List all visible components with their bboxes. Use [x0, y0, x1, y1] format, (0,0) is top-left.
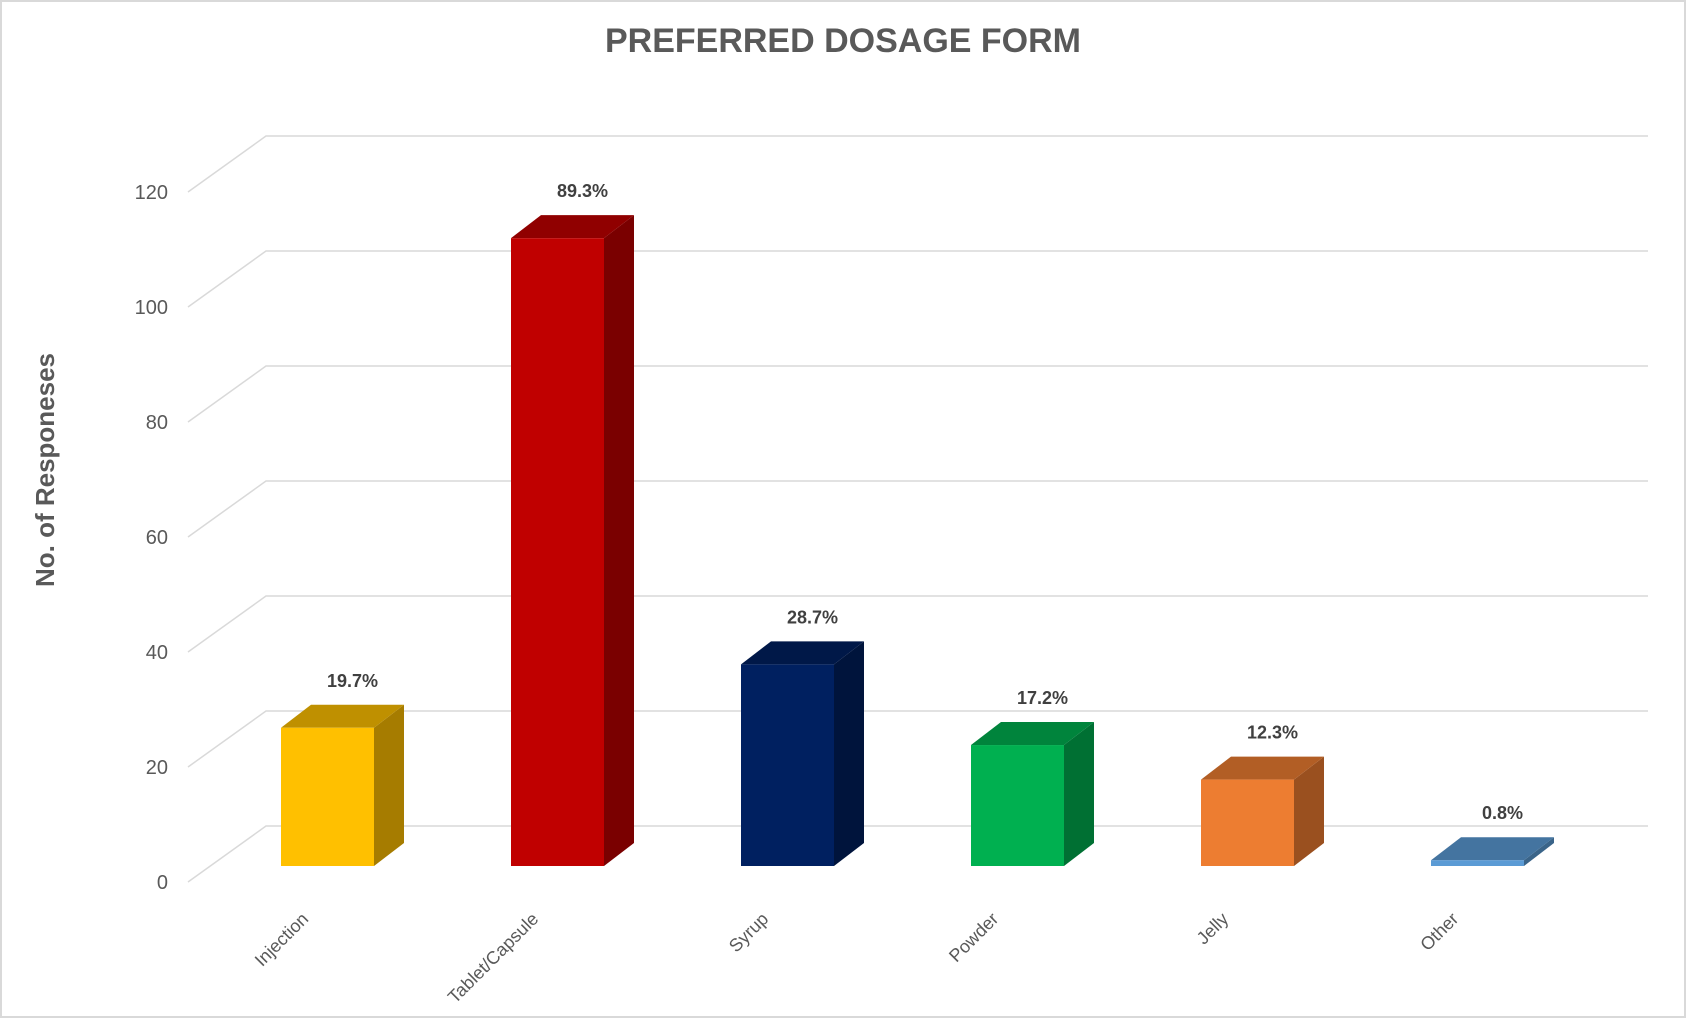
bar-side	[1524, 837, 1554, 866]
gridline	[187, 135, 1648, 193]
y-tick-label: 60	[146, 527, 168, 549]
gridline	[187, 365, 1648, 423]
gridlines	[187, 135, 1648, 883]
data-label: 17.2%	[1017, 688, 1068, 708]
bar-top	[971, 722, 1094, 746]
bar-side	[604, 215, 634, 866]
y-axis-ticks: 0 20 40 60 80 100 120	[135, 182, 168, 894]
bar	[281, 704, 404, 866]
bar	[741, 641, 864, 866]
y-tick-label: 120	[135, 182, 168, 204]
bar-side	[1064, 722, 1094, 866]
y-axis-label: No. of Responeses	[30, 353, 60, 587]
bar-top	[281, 704, 404, 728]
data-labels: 19.7% 89.3% 28.7% 17.2% 12.3% 0.8%	[327, 181, 1523, 823]
bar-front	[1431, 860, 1524, 866]
bar-top	[1201, 756, 1324, 780]
gridline	[187, 595, 1648, 653]
bar-front	[971, 745, 1064, 866]
bar-front	[511, 238, 604, 866]
data-label: 89.3%	[557, 181, 608, 201]
bar-top	[741, 641, 864, 665]
data-label: 19.7%	[327, 671, 378, 691]
gridline	[187, 480, 1648, 538]
gridline	[187, 710, 1648, 768]
y-tick-label: 80	[146, 412, 168, 434]
bar-front	[741, 664, 834, 866]
bar	[971, 722, 1094, 866]
bar-front	[281, 727, 374, 866]
bar	[1201, 756, 1324, 866]
bar-top	[1431, 837, 1554, 861]
y-tick-label: 20	[146, 757, 168, 779]
data-label: 0.8%	[1482, 803, 1523, 823]
chart-title: PREFERRED DOSAGE FORM	[605, 22, 1081, 60]
y-tick-label: 40	[146, 642, 168, 664]
y-tick-label: 0	[157, 872, 168, 894]
bar-top	[511, 215, 634, 239]
bar	[1431, 837, 1554, 866]
bars	[281, 215, 1554, 866]
y-tick-label: 100	[135, 297, 168, 319]
bar-side	[1294, 756, 1324, 866]
gridline	[187, 825, 1648, 883]
data-label: 12.3%	[1247, 723, 1298, 743]
bar	[511, 215, 634, 866]
gridline	[187, 250, 1648, 308]
bar-side	[834, 641, 864, 866]
bar-side	[374, 704, 404, 866]
bar-front	[1201, 779, 1294, 866]
data-label: 28.7%	[787, 607, 838, 627]
